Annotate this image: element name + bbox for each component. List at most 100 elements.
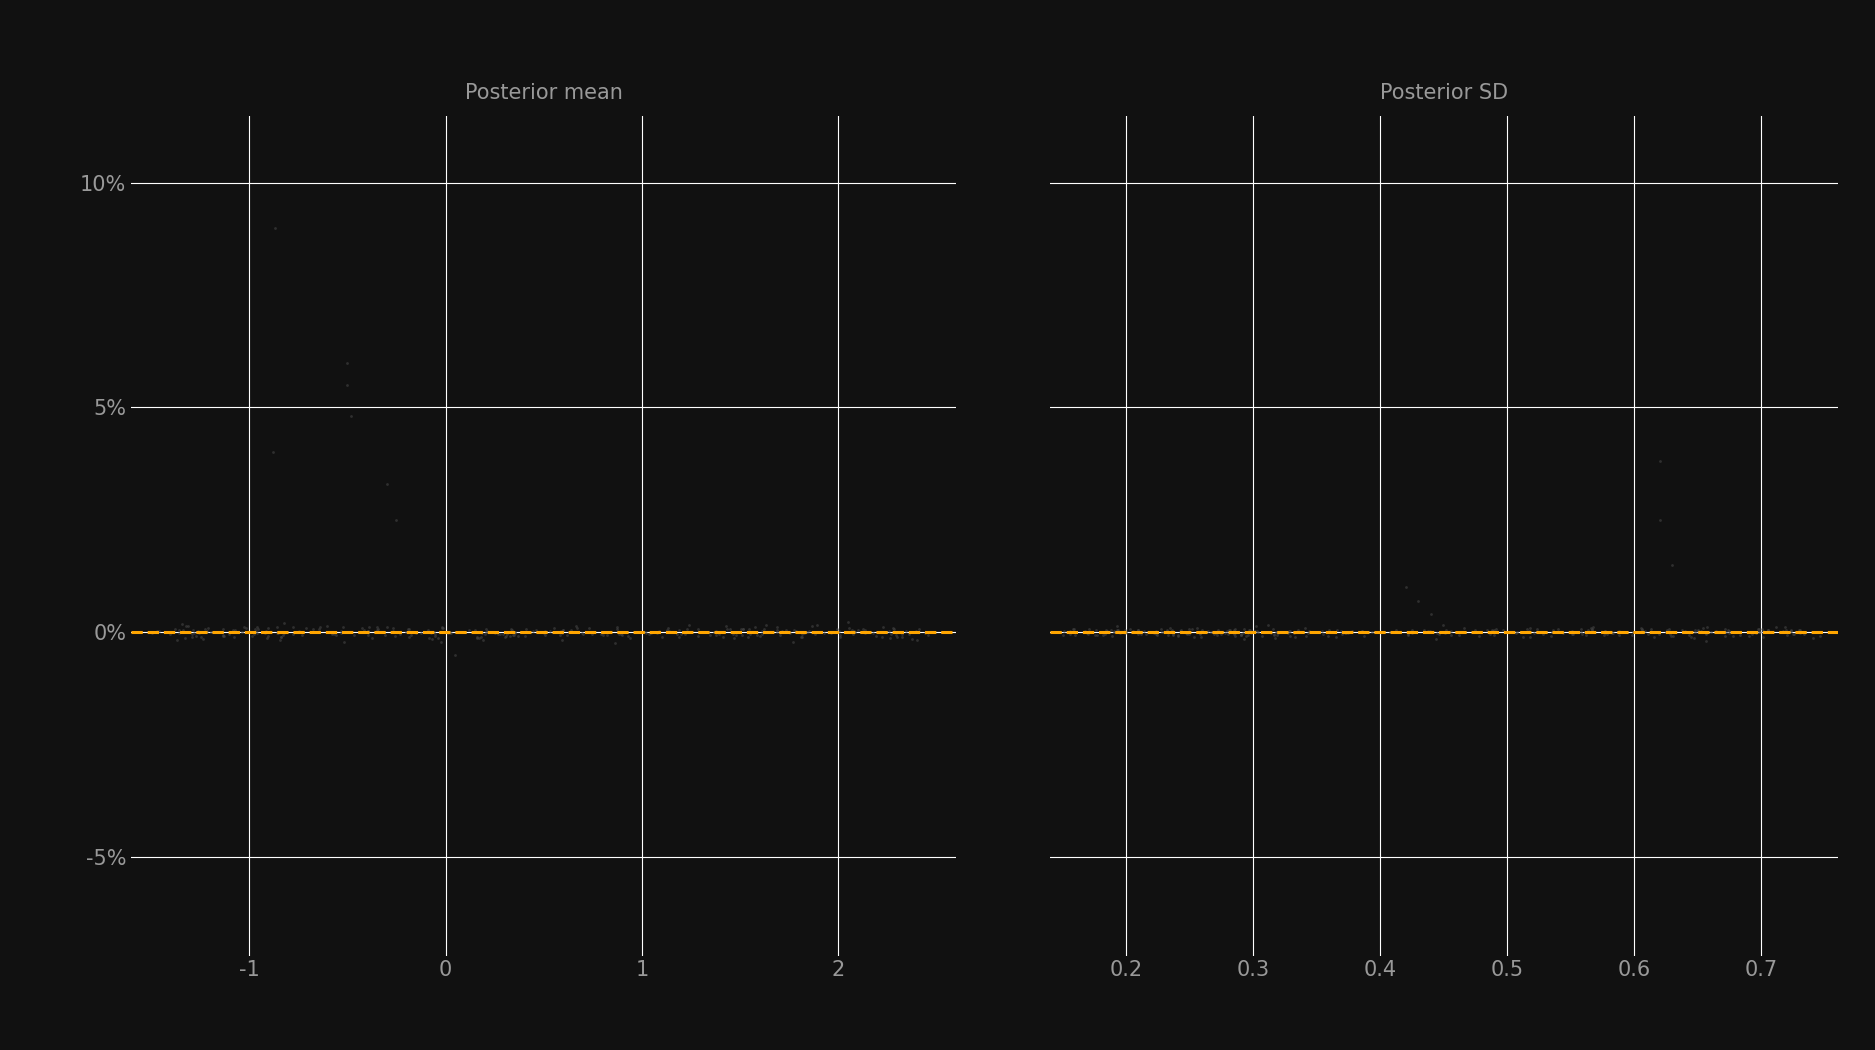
- Point: [137, 625, 167, 642]
- Point: [390, 624, 420, 640]
- Point: [1410, 622, 1440, 638]
- Point: [501, 624, 531, 640]
- Point: [1691, 632, 1721, 649]
- Point: [643, 623, 673, 639]
- Point: [142, 624, 172, 640]
- Point: [1598, 625, 1628, 642]
- Point: [748, 626, 778, 643]
- Point: [1558, 625, 1588, 642]
- Point: [1538, 624, 1568, 640]
- Point: [825, 627, 855, 644]
- Point: [821, 621, 851, 637]
- Point: [262, 618, 292, 635]
- Point: [1566, 621, 1596, 637]
- Point: [849, 622, 879, 638]
- Point: [849, 625, 879, 642]
- Point: [362, 622, 392, 638]
- Point: [1502, 624, 1532, 640]
- Point: [741, 618, 771, 635]
- Point: [1776, 623, 1806, 639]
- Point: [1742, 624, 1772, 640]
- Point: [518, 623, 547, 639]
- Point: [1444, 627, 1474, 644]
- Point: [495, 628, 525, 645]
- Point: [1358, 624, 1388, 640]
- Point: [750, 616, 780, 633]
- Point: [600, 635, 630, 652]
- Point: [521, 622, 551, 638]
- Point: [1196, 624, 1226, 640]
- Point: [371, 618, 401, 635]
- Point: [1734, 624, 1764, 640]
- Point: [1502, 624, 1532, 640]
- Point: [454, 622, 484, 638]
- Point: [1519, 625, 1549, 642]
- Point: [1656, 626, 1686, 643]
- Point: [379, 624, 409, 640]
- Point: [1142, 623, 1172, 639]
- Point: [1219, 622, 1249, 638]
- Point: [180, 627, 210, 644]
- Point: [1768, 623, 1798, 639]
- Point: [767, 623, 797, 639]
- Point: [486, 626, 516, 643]
- Point: [1558, 624, 1588, 640]
- Point: [1577, 618, 1607, 635]
- Point: [435, 624, 465, 640]
- Point: [548, 622, 578, 638]
- Point: [283, 622, 313, 638]
- Point: [534, 623, 564, 639]
- Point: [259, 219, 289, 236]
- Point: [1192, 623, 1222, 639]
- Point: [1234, 622, 1264, 638]
- Point: [529, 623, 559, 639]
- Point: [1644, 626, 1674, 643]
- Point: [1123, 622, 1153, 638]
- Point: [1131, 626, 1161, 643]
- Point: [1575, 620, 1605, 636]
- Point: [491, 626, 521, 643]
- Point: [1116, 621, 1146, 637]
- Point: [802, 617, 832, 634]
- Point: [1436, 627, 1466, 644]
- Point: [714, 621, 744, 637]
- Point: [1478, 622, 1508, 638]
- Point: [613, 628, 643, 645]
- Point: [1123, 622, 1153, 638]
- Point: [1695, 624, 1725, 640]
- Point: [167, 616, 197, 633]
- Point: [1080, 627, 1110, 644]
- Point: [424, 630, 454, 647]
- Point: [1712, 622, 1742, 638]
- Point: [326, 623, 356, 639]
- Point: [1329, 625, 1359, 642]
- Point: [1772, 622, 1802, 638]
- Point: [1228, 630, 1258, 647]
- Point: [834, 620, 864, 636]
- Point: [510, 628, 540, 645]
- Point: [711, 618, 741, 635]
- Point: [1174, 626, 1204, 643]
- Point: [1155, 620, 1185, 636]
- Point: [298, 621, 328, 637]
- Point: [1153, 626, 1183, 643]
- Point: [208, 621, 238, 637]
- Point: [857, 625, 887, 642]
- Point: [394, 621, 424, 637]
- Point: [1236, 625, 1266, 642]
- Point: [1056, 623, 1086, 639]
- Point: [1230, 628, 1260, 645]
- Point: [428, 618, 458, 635]
- Point: [1374, 624, 1404, 640]
- Point: [251, 625, 281, 642]
- Point: [441, 646, 471, 663]
- Point: [154, 624, 184, 640]
- Point: [728, 621, 758, 637]
- Point: [1714, 623, 1744, 639]
- Point: [1472, 622, 1502, 638]
- Point: [555, 624, 585, 640]
- Point: [163, 625, 193, 642]
- Point: [654, 623, 684, 639]
- Point: [1072, 624, 1102, 640]
- Point: [394, 628, 424, 645]
